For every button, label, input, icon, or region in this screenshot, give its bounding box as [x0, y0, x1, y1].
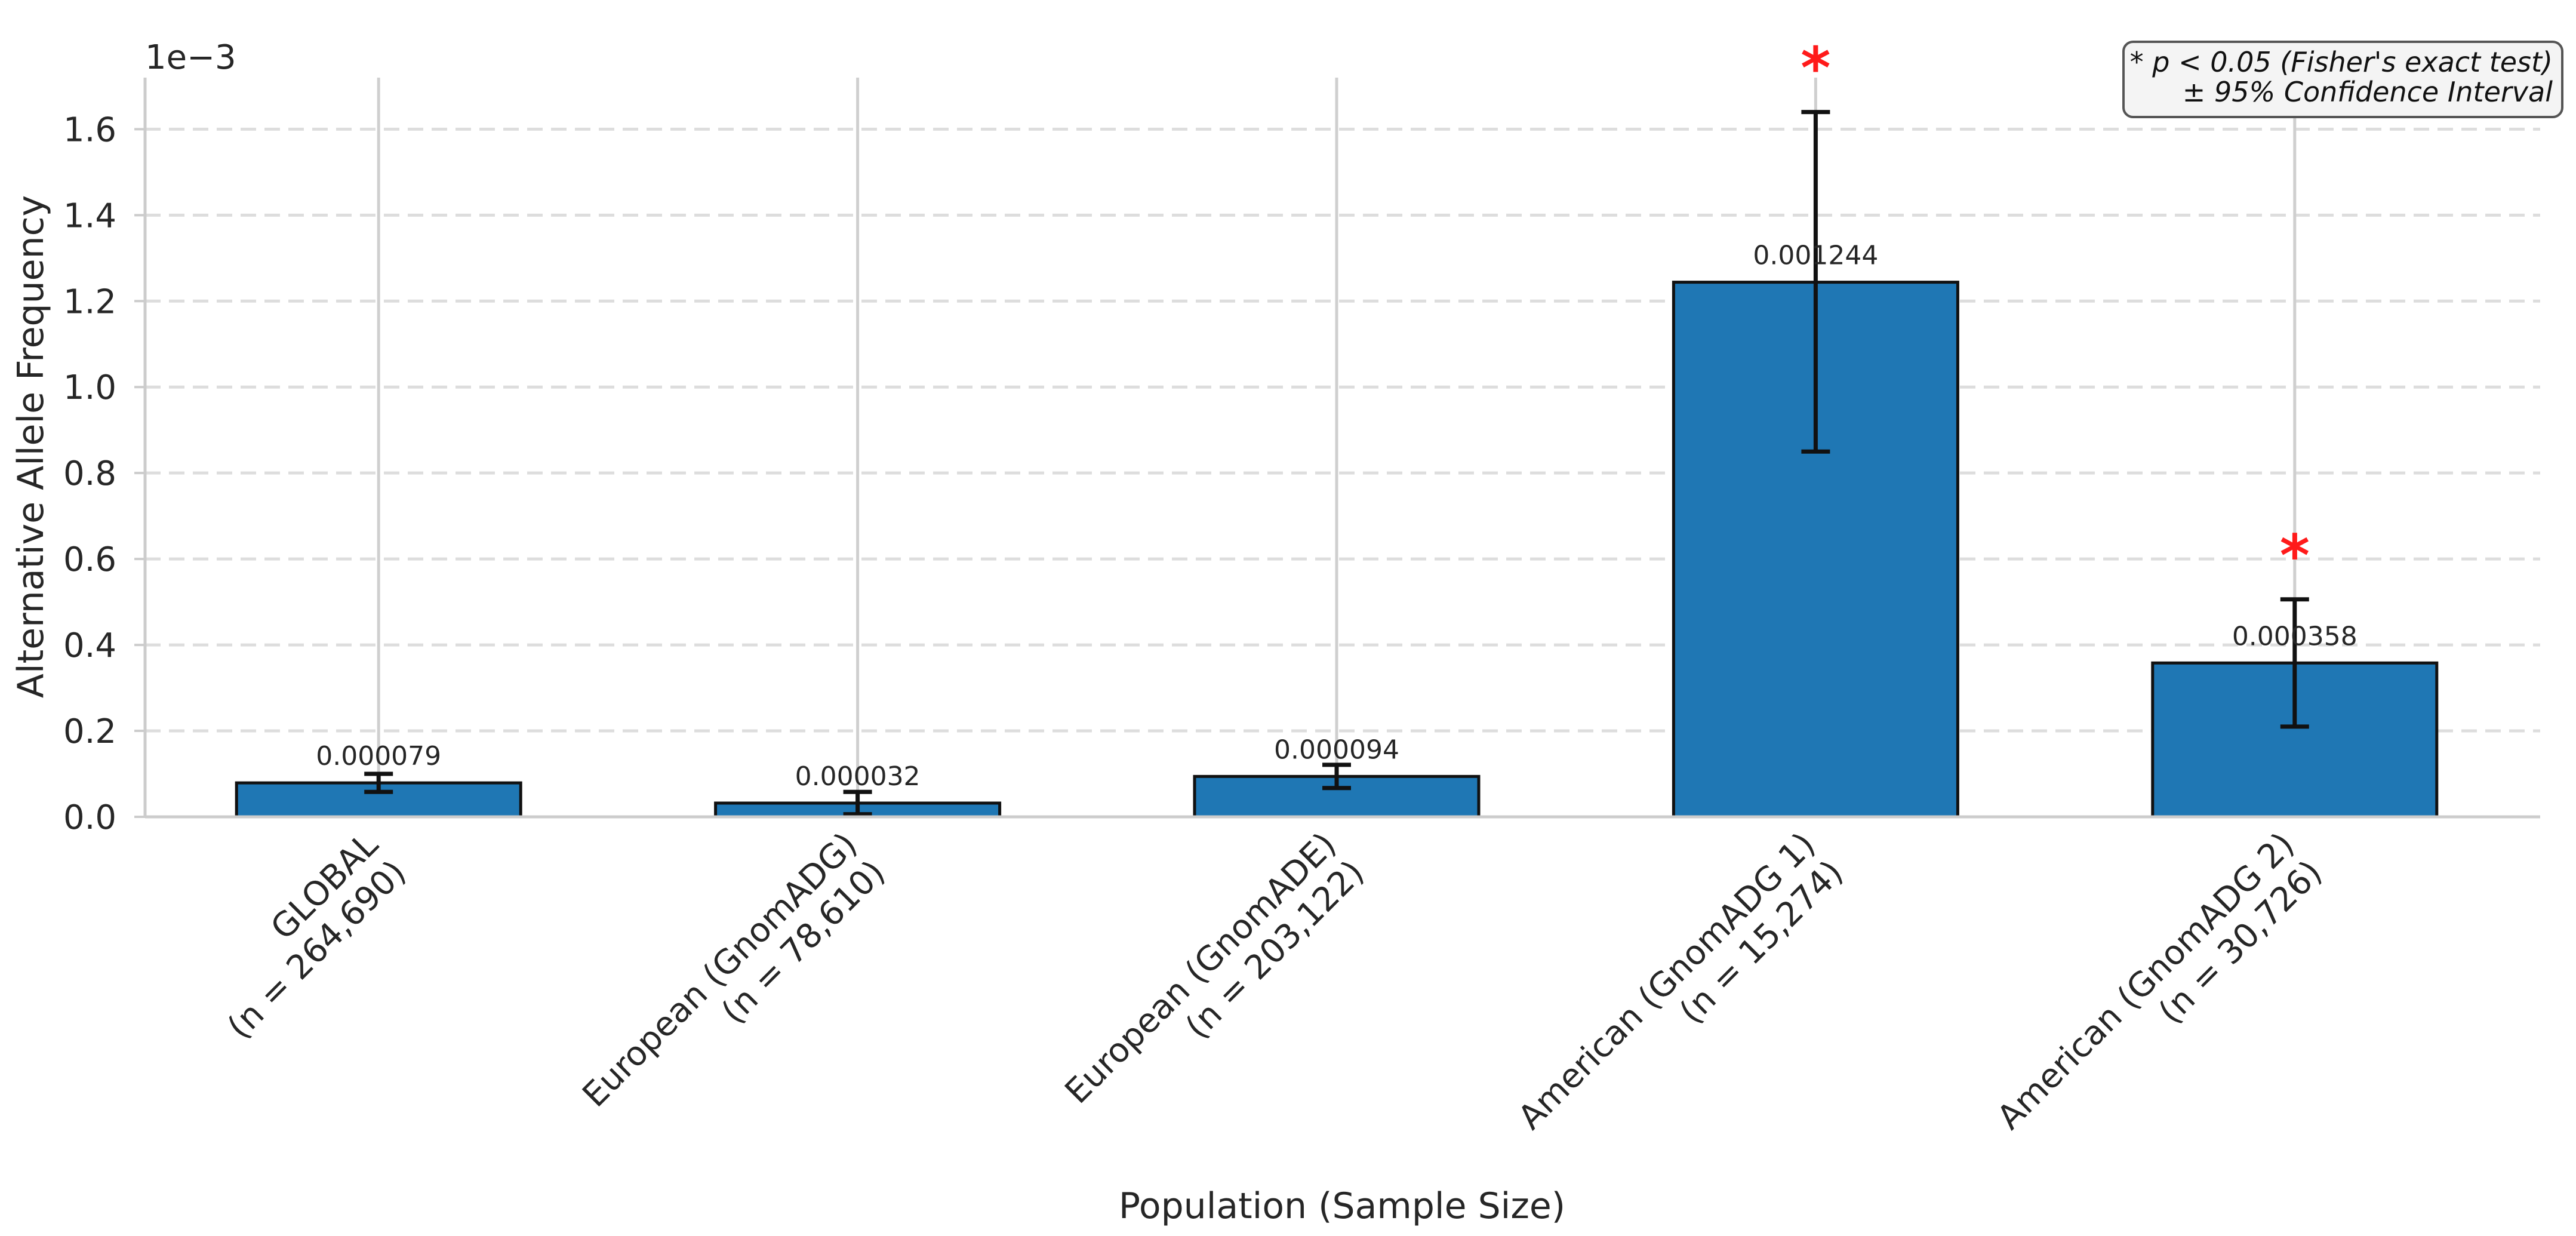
x-tick-label: European (GnomADG)(n = 78,610)	[575, 825, 893, 1115]
y-tick-label: 0.2	[63, 712, 116, 751]
y-tick-label: 0.0	[63, 798, 116, 837]
x-tick-label: American (GnomADG 2)(n = 30,726)	[1990, 825, 2329, 1137]
legend-significance-text: * p < 0.05 (Fisher's exact test)	[2130, 46, 2553, 78]
significance-star: *	[2280, 522, 2310, 589]
x-tick-label-name: American (GnomADG 2)	[1990, 825, 2302, 1137]
x-tick-label-name: American (GnomADG 1)	[1511, 825, 1823, 1137]
x-tick-label: GLOBAL(n = 264,690)	[220, 825, 414, 1047]
y-tick-label: 0.8	[63, 454, 116, 493]
data-label: 0.000358	[2232, 621, 2358, 651]
y-tick-label: 1.4	[63, 196, 116, 235]
x-tick-label-name: European (GnomADG)	[575, 825, 865, 1115]
x-tick-label: American (GnomADG 1)(n = 15,274)	[1511, 825, 1851, 1137]
x-tick-label-name: European (GnomADE)	[1058, 825, 1344, 1111]
y-axis-title: Alternative Allele Frequency	[10, 195, 52, 698]
legend-box	[2122, 41, 2563, 118]
y-tick-label: 1.6	[63, 110, 116, 149]
significance-star: *	[1801, 35, 1830, 102]
y-axis-scale-label: 1e−3	[145, 38, 236, 77]
legend: * p < 0.05 (Fisher's exact test) ± 95% C…	[2122, 41, 2563, 118]
y-tick-label: 1.0	[63, 368, 116, 407]
y-tick-label: 1.2	[63, 282, 116, 321]
x-axis-title: Population (Sample Size)	[1119, 1185, 1565, 1227]
data-label: 0.000079	[316, 741, 441, 771]
data-label: 0.000094	[1274, 734, 1399, 765]
y-tick-label: 0.4	[63, 626, 116, 665]
y-tick-label: 0.6	[63, 540, 116, 579]
data-label: 0.000032	[795, 761, 921, 792]
legend-ci-text: ± 95% Confidence Interval	[2183, 76, 2553, 108]
data-label: 0.001244	[1753, 241, 1878, 271]
x-tick-label: European (GnomADE)(n = 203,122)	[1058, 825, 1372, 1111]
